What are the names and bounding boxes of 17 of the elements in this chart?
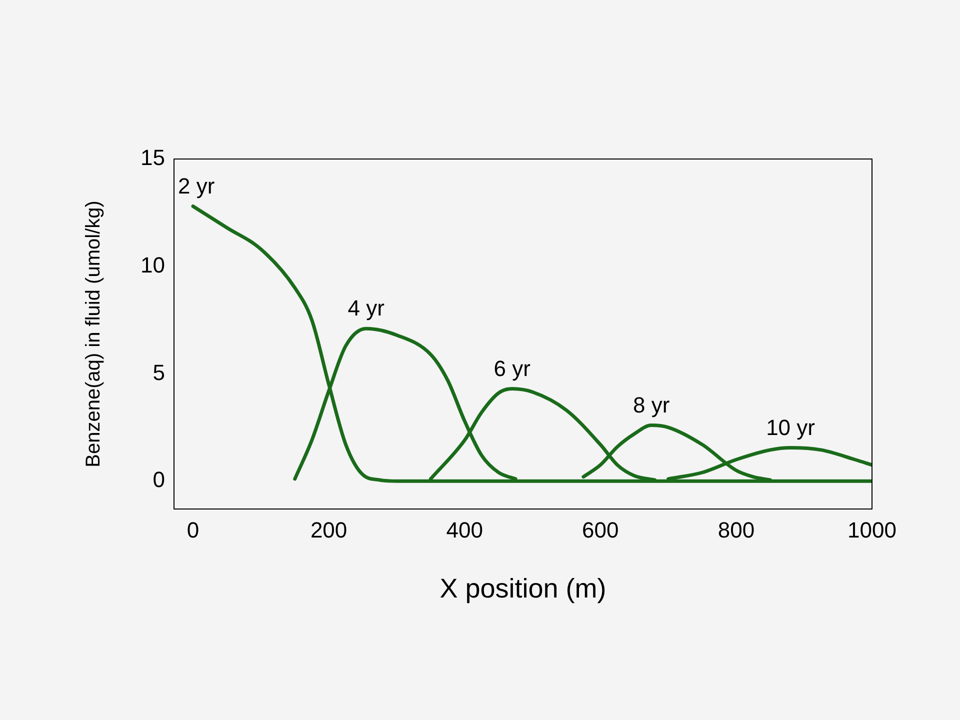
x-axis-title: X position (m) [440, 573, 606, 604]
x-tick-label: 800 [718, 517, 755, 542]
x-tick-label: 1000 [848, 517, 896, 542]
y-tick-label: 10 [140, 252, 165, 278]
series-label: 2 yr [178, 173, 215, 198]
series-label: 4 yr [348, 296, 384, 321]
y-axis-title: Benzene(aq) in fluid (umol/kg) [82, 200, 105, 468]
y-tick-label: 5 [152, 360, 165, 385]
y-tick-label: 15 [140, 145, 165, 170]
series-label: 8 yr [632, 392, 670, 418]
x-tick-label: 600 [582, 517, 619, 542]
x-tick-label: 200 [310, 517, 348, 542]
x-tick-label: 400 [446, 517, 483, 542]
series-label: 6 yr [494, 356, 530, 381]
x-tick-label: 0 [186, 517, 200, 542]
y-tick-label: 0 [152, 467, 165, 492]
series-label: 10 yr [766, 414, 815, 440]
